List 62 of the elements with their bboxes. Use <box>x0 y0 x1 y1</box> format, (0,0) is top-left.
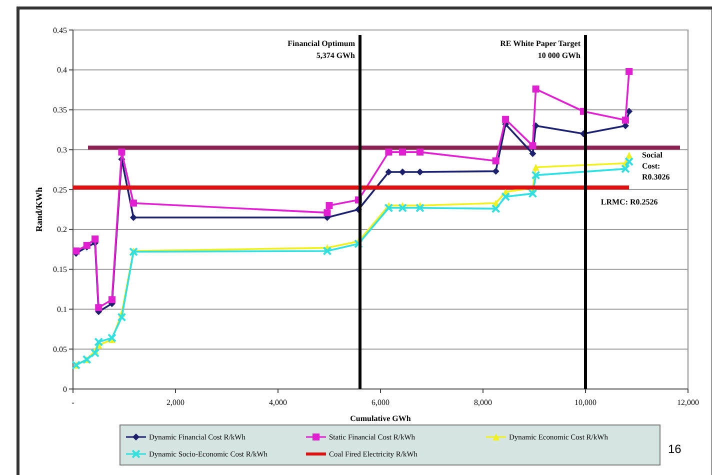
x-tick-label: 4,000 <box>269 398 287 407</box>
point <box>385 148 392 156</box>
x-tick-label: 8,000 <box>474 398 492 407</box>
y-tick-label: 0.2 <box>57 225 67 234</box>
point <box>416 168 424 176</box>
y-tick-label: 0.15 <box>53 265 67 274</box>
point <box>415 203 424 212</box>
point <box>92 236 99 243</box>
point <box>398 203 408 212</box>
y-tick-label: 0.1 <box>57 305 67 314</box>
y-tick-label: 0 <box>63 384 67 394</box>
y-tick-label: 0.05 <box>53 344 67 354</box>
point <box>399 168 406 176</box>
x-tick-label: 10,000 <box>574 398 596 407</box>
y-tick-label: 0.45 <box>53 26 67 35</box>
point <box>117 312 126 322</box>
y-tick-label: 0.35 <box>53 106 67 115</box>
point <box>529 150 536 158</box>
point <box>108 296 116 304</box>
point <box>501 192 510 202</box>
y-tick-label: 0.3 <box>57 145 67 154</box>
point <box>130 214 137 221</box>
point <box>324 209 331 216</box>
point <box>532 164 540 171</box>
point <box>528 189 538 198</box>
y-tick-label: 0.25 <box>53 185 67 194</box>
point <box>385 168 392 176</box>
point <box>95 304 102 312</box>
point <box>399 148 406 156</box>
point <box>384 203 394 212</box>
point <box>107 333 116 342</box>
point <box>416 148 424 156</box>
point <box>626 68 633 75</box>
point <box>491 204 500 214</box>
ref-line-label: Financial Optimum 5,374 GWh <box>288 39 356 60</box>
point <box>90 348 100 358</box>
annotation: LRMC: R0.2526 <box>600 197 658 206</box>
point <box>322 246 332 256</box>
x-tick-label: - <box>72 398 75 407</box>
point <box>624 157 634 166</box>
point <box>492 168 500 175</box>
text: 16 <box>668 442 682 456</box>
point <box>118 148 126 156</box>
point <box>326 202 333 210</box>
x-tick-label: 6,000 <box>372 398 390 407</box>
point <box>531 170 540 180</box>
y-tick-label: 0.4 <box>57 66 67 75</box>
point <box>354 239 363 248</box>
x-tick-label: 12,000 <box>677 398 699 407</box>
point <box>492 157 500 164</box>
point <box>529 142 536 150</box>
ref-line-label: RE White Paper Target 10 000 GWh <box>500 39 582 60</box>
x-axis-title: Cumulative GWh <box>350 414 412 423</box>
point <box>72 247 80 254</box>
point <box>502 116 510 123</box>
x-tick-label: 2,000 <box>166 398 184 407</box>
point <box>532 86 540 93</box>
point <box>94 337 104 346</box>
y-axis-title: Rand/KWh <box>34 187 44 232</box>
point <box>130 200 137 207</box>
ref-line-label: Social Cost: R0.3026 <box>642 150 670 182</box>
point <box>622 116 629 124</box>
